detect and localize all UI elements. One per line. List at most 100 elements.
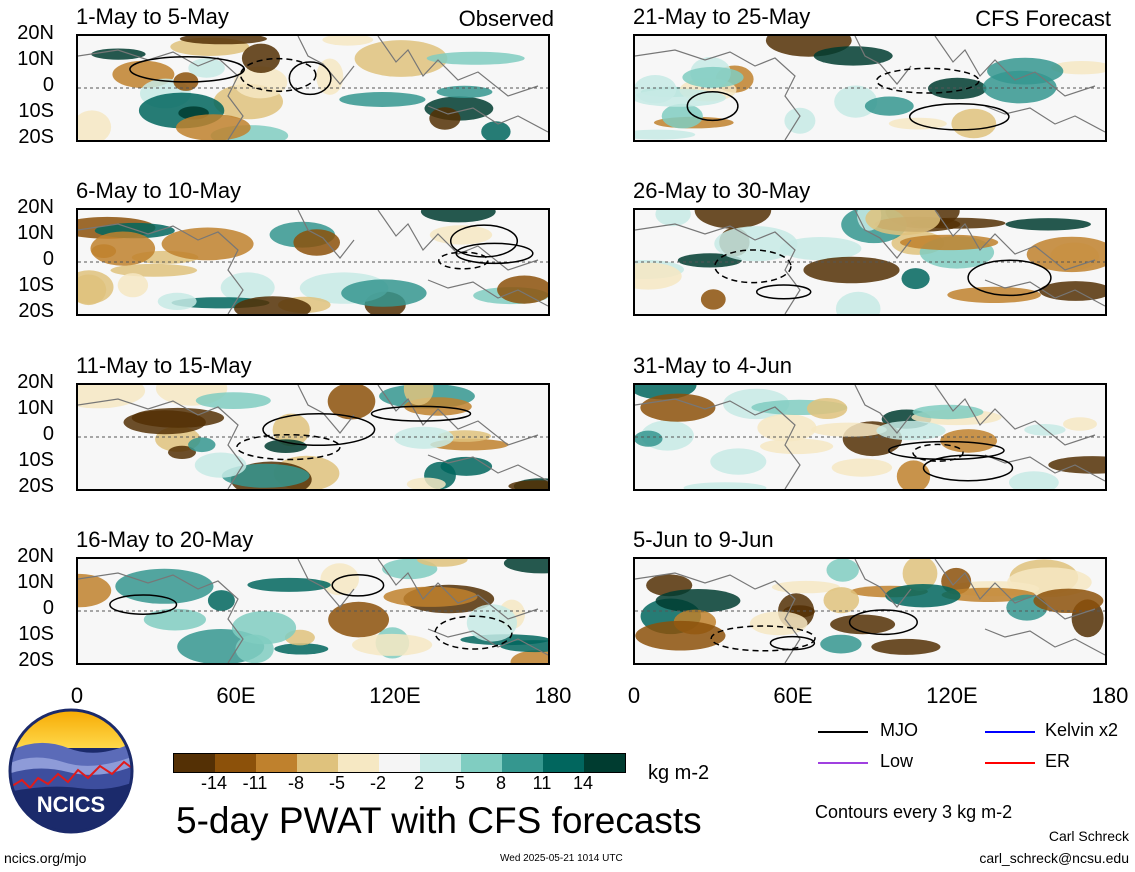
colorbar-swatch (543, 754, 584, 772)
mjo-contour (288, 61, 332, 96)
lon-label: 180 (1091, 683, 1129, 708)
pwat-anomaly-blob (757, 413, 817, 442)
coastline (635, 36, 1105, 140)
colorbar-swatch (174, 754, 215, 772)
pwat-anomaly-blob (143, 608, 206, 631)
pwat-anomaly-blob (115, 568, 214, 604)
lat-label: 20N (17, 22, 54, 44)
pwat-anomaly-blob (354, 40, 448, 77)
colorbar-swatch (379, 754, 420, 772)
legend-label-mjo: MJO (880, 720, 918, 740)
legend-line-low (818, 762, 868, 764)
pwat-anomaly-blob (928, 77, 987, 100)
panel-source-label: Observed (458, 6, 554, 31)
coastline (78, 559, 548, 663)
pwat-anomaly-blob (635, 262, 682, 290)
mjo-contour (769, 635, 816, 651)
coastline (635, 559, 1105, 663)
pwat-map-panel (633, 208, 1107, 316)
lat-label: 20N (17, 545, 54, 567)
panel-title: 1-May to 5-May (76, 4, 229, 29)
pwat-anomaly-blob (195, 392, 271, 409)
lat-label: 0 (42, 74, 54, 96)
pwat-anomaly-blob (655, 589, 741, 613)
pwat-anomaly-blob (694, 210, 772, 229)
colorbar-swatch (215, 754, 256, 772)
colorbar-tick-label: 8 (495, 773, 506, 793)
lon-label: 120E (926, 683, 978, 708)
pwat-anomaly-blob (322, 36, 374, 46)
pwat-anomaly-blob (912, 404, 984, 420)
pwat-anomaly-blob (179, 36, 267, 45)
pwat-anomaly-blob (78, 573, 112, 608)
pwat-anomaly-blob (426, 51, 525, 65)
lat-label: 20N (17, 371, 54, 393)
pwat-anomaly-blob (429, 225, 493, 245)
colorbar-tick-label: -2 (369, 773, 386, 793)
pwat-anomaly-blob (1033, 588, 1104, 613)
pwat-map-panel (76, 208, 550, 316)
colorbar-tick-label: 2 (413, 773, 424, 793)
pwat-anomaly-blob (902, 559, 938, 591)
lat-label: 10S (18, 623, 54, 645)
pwat-anomaly-blob (510, 650, 548, 663)
pwat-anomaly-blob (403, 385, 434, 406)
legend-line-kelvin (985, 731, 1035, 733)
pwat-anomaly-blob (233, 66, 288, 99)
pwat-anomaly-blob (834, 85, 878, 118)
pwat-anomaly-blob (220, 272, 275, 303)
legend-line-er (985, 762, 1035, 764)
lat-label: 0 (42, 423, 54, 445)
pwat-anomaly-blob (131, 407, 225, 428)
pwat-anomaly-blob (987, 57, 1064, 85)
pwat-anomaly-blob (677, 253, 742, 268)
pwat-anomaly-blob (188, 58, 225, 78)
mjo-contour (370, 405, 472, 422)
mjo-contour (129, 55, 246, 83)
pwat-anomaly-blob (157, 292, 197, 310)
pwat-anomaly-blob (784, 107, 816, 134)
lat-label: 10N (17, 397, 54, 419)
pwat-anomaly-blob (497, 275, 548, 304)
pwat-anomaly-blob (293, 229, 340, 256)
footer-email: carl_schreck@ncsu.edu (979, 850, 1129, 866)
pwat-map-panel (633, 383, 1107, 491)
mjo-contour (848, 609, 918, 636)
colorbar-swatch (584, 754, 625, 772)
pwat-anomaly-blob (700, 289, 726, 310)
mjo-contour (967, 259, 1052, 297)
colorbar-tick-label: -5 (328, 773, 345, 793)
pwat-anomaly-blob (194, 452, 247, 478)
pwat-anomaly-blob (803, 256, 900, 284)
contour-note: Contours every 3 kg m-2 (815, 802, 1013, 822)
pwat-anomaly-blob (749, 611, 808, 636)
mjo-contour (109, 594, 178, 615)
mjo-contour (710, 625, 816, 652)
pwat-anomaly-blob (655, 210, 691, 227)
pwat-anomaly-blob (406, 477, 446, 489)
pwat-map-panel (76, 557, 550, 665)
pwat-anomaly-blob (760, 438, 834, 455)
pwat-anomaly-blob (417, 559, 468, 567)
lat-label: 20N (17, 196, 54, 218)
pwat-anomaly-blob (1009, 471, 1059, 489)
pwat-anomaly-blob (481, 121, 511, 140)
lat-label: 20S (18, 300, 54, 322)
pwat-anomaly-blob (682, 66, 744, 88)
lat-label: 20S (18, 126, 54, 148)
figure-title: 5-day PWAT with CFS forecasts (176, 800, 702, 841)
pwat-anomaly-blob (635, 620, 726, 651)
panel-title: 26-May to 30-May (633, 178, 811, 203)
pwat-anomaly-blob (885, 584, 961, 608)
lon-label: 60E (773, 683, 813, 708)
pwat-anomaly-blob (635, 430, 663, 447)
pwat-anomaly-blob (78, 274, 107, 306)
lat-label: 0 (42, 597, 54, 619)
pwat-anomaly-blob (90, 231, 156, 266)
colorbar-tick-label: 14 (572, 773, 594, 793)
pwat-anomaly-blob (823, 587, 860, 614)
panel-title: 21-May to 25-May (633, 4, 811, 29)
pwat-anomaly-blob (339, 92, 426, 107)
pwat-anomaly-blob (466, 604, 517, 642)
coastline (635, 385, 1105, 489)
